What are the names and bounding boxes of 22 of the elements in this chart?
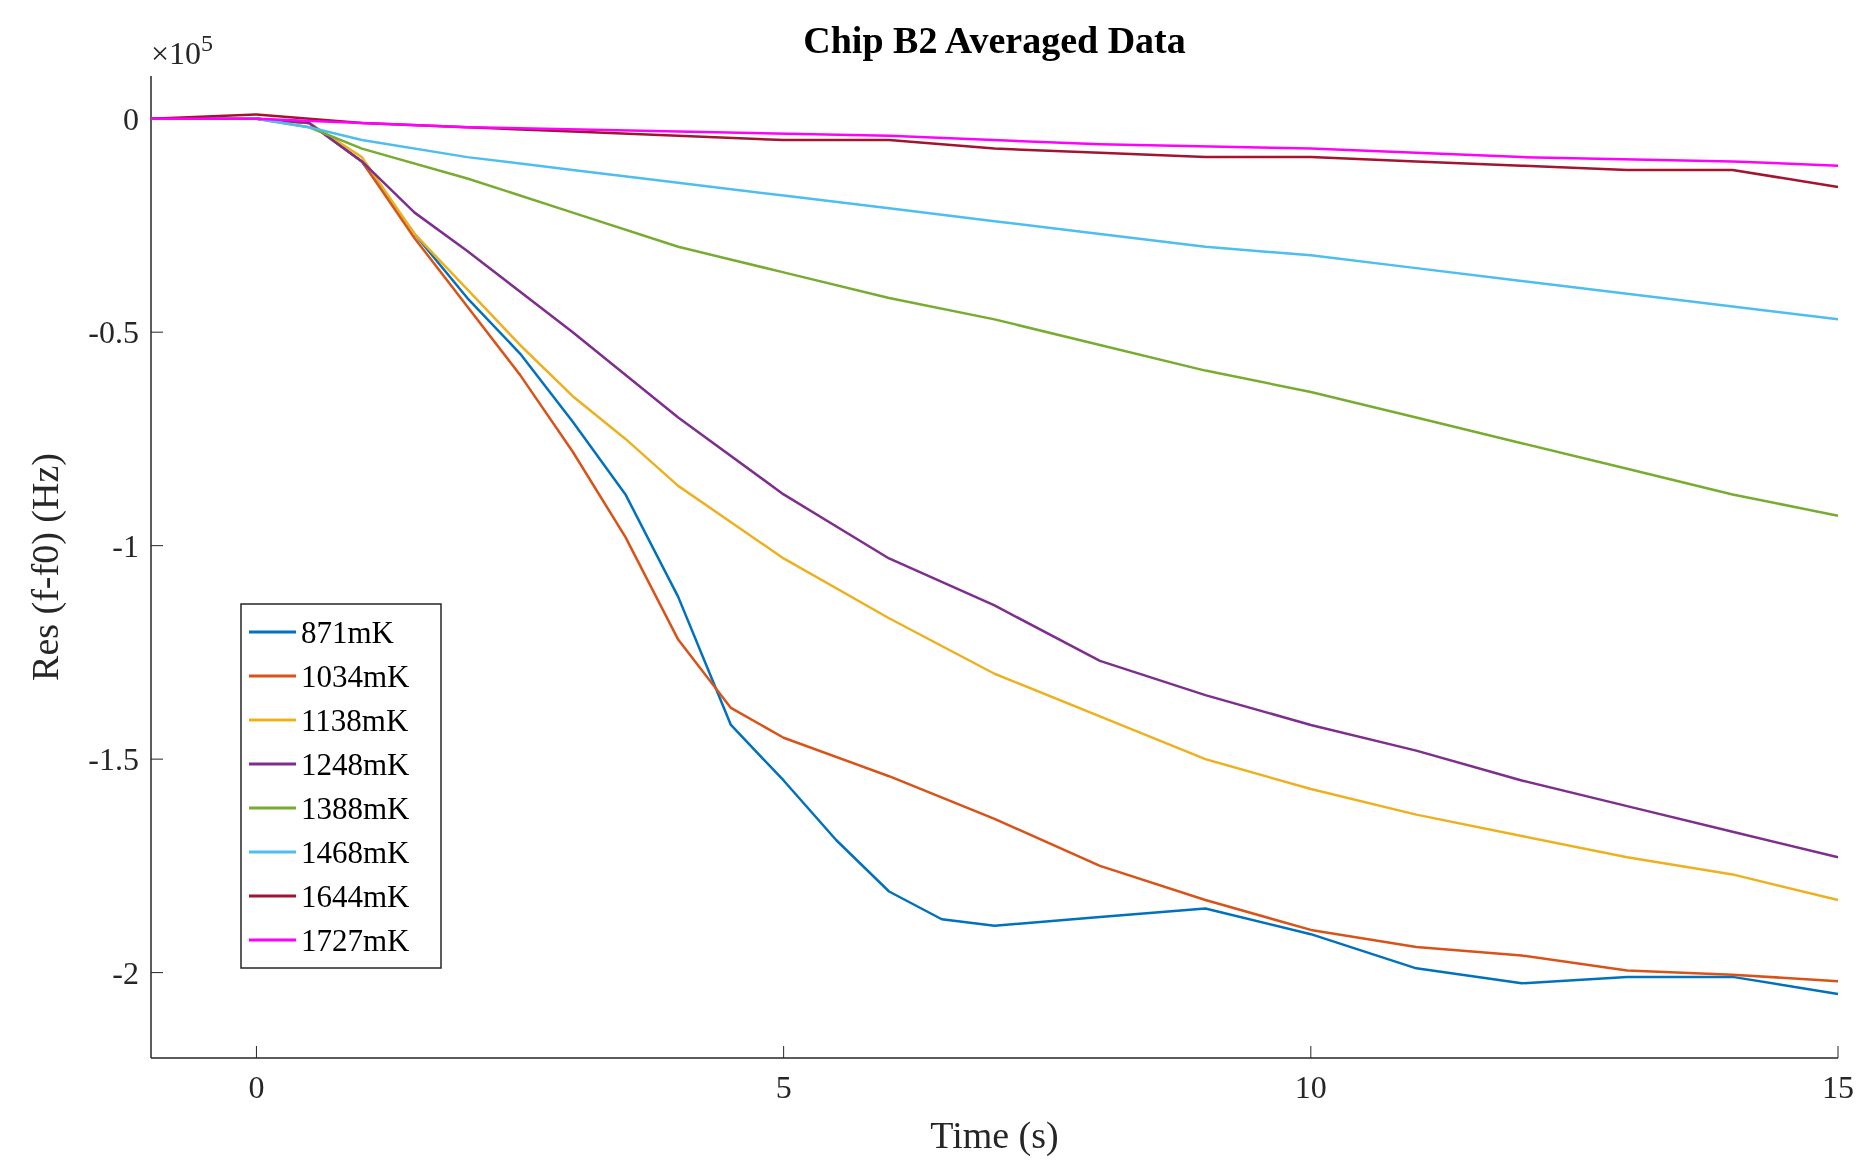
legend-label: 871mK <box>301 615 395 650</box>
legend-label: 1034mK <box>301 659 411 694</box>
x-tick-label: 15 <box>1822 1069 1854 1105</box>
legend-label: 1468mK <box>301 835 411 870</box>
legend-label: 1644mK <box>301 879 411 914</box>
chart-title: Chip B2 Averaged Data <box>803 19 1186 61</box>
y-tick-label: -1.5 <box>88 741 139 778</box>
legend-label: 1248mK <box>301 747 411 782</box>
x-axis-title: Time (s) <box>930 1114 1059 1157</box>
y-tick-label: -0.5 <box>88 314 139 351</box>
y-tick-label: -1 <box>112 527 139 564</box>
legend-label: 1138mK <box>301 703 409 738</box>
legend-label: 1727mK <box>301 923 411 958</box>
x-tick-label: 10 <box>1294 1069 1327 1105</box>
text: ×10$^{5}$ <box>151 30 214 71</box>
y-axis-title: Res (f-f0) (Hz) <box>24 453 67 681</box>
line-series <box>149 117 1840 167</box>
legend-label: 1388mK <box>301 791 411 826</box>
y-tick-label: -2 <box>112 954 139 991</box>
y-tick-label: 0 <box>123 100 139 137</box>
x-tick-label: 5 <box>775 1069 792 1105</box>
x-tick-label: 0 <box>248 1069 265 1105</box>
